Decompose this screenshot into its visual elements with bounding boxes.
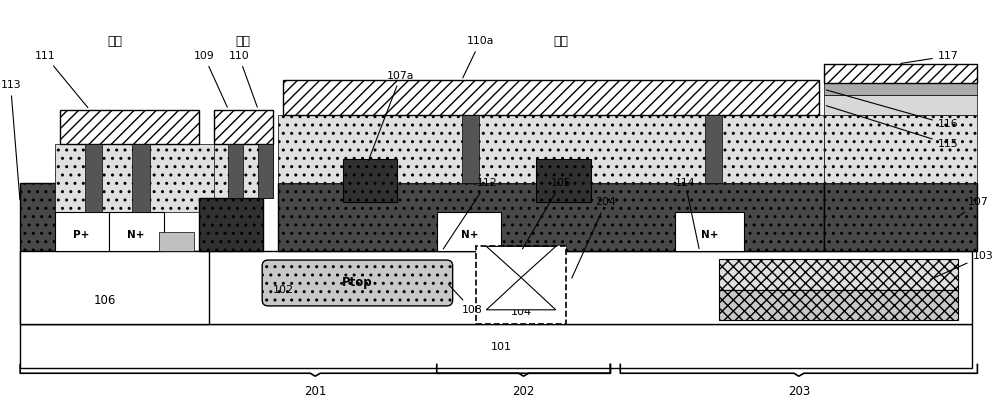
Bar (824, 83, 977, 95)
Text: 113: 113 (0, 80, 21, 200)
Text: 117: 117 (901, 51, 958, 63)
Text: 110: 110 (228, 51, 257, 107)
Bar (60, 110, 199, 144)
Text: 栌极: 栌极 (236, 35, 251, 48)
Bar (536, 158, 591, 203)
Polygon shape (486, 277, 556, 310)
Bar (55, 144, 219, 212)
Text: 204: 204 (572, 197, 616, 278)
FancyBboxPatch shape (262, 260, 453, 306)
Bar (20, 324, 972, 369)
Text: 107a: 107a (368, 71, 415, 161)
Text: 105: 105 (522, 178, 572, 249)
Bar (20, 183, 75, 251)
Bar (719, 259, 958, 290)
Text: 106: 106 (93, 294, 116, 306)
Bar (283, 81, 819, 115)
Text: N+: N+ (461, 230, 478, 240)
Bar (132, 144, 150, 212)
Bar (85, 144, 102, 212)
Text: Ptop: Ptop (342, 276, 373, 289)
Bar (55, 212, 109, 251)
Bar (199, 198, 263, 251)
Bar (462, 115, 479, 183)
Text: 102: 102 (272, 285, 294, 295)
Text: 114: 114 (675, 178, 699, 249)
Bar (278, 115, 824, 183)
Text: 109: 109 (194, 51, 227, 107)
Bar (214, 144, 273, 198)
Text: 源极: 源极 (107, 35, 122, 48)
Text: P+: P+ (73, 230, 90, 240)
Bar (109, 212, 164, 251)
Polygon shape (486, 246, 556, 277)
Text: 202: 202 (512, 385, 535, 398)
Text: 116: 116 (826, 90, 958, 130)
Text: 107: 107 (960, 197, 988, 215)
Bar (476, 246, 566, 324)
Text: 112: 112 (443, 178, 497, 249)
Bar (824, 64, 977, 83)
Bar (20, 251, 972, 324)
Text: 201: 201 (304, 385, 326, 398)
Text: 115: 115 (826, 106, 958, 149)
Text: 111: 111 (35, 51, 88, 107)
Text: N+: N+ (701, 230, 718, 240)
Bar (824, 115, 977, 183)
Text: 203: 203 (788, 385, 810, 398)
Text: 108: 108 (449, 285, 482, 315)
Text: 103: 103 (930, 251, 993, 279)
Text: 110a: 110a (463, 36, 494, 78)
Text: 101: 101 (491, 342, 512, 352)
Bar (214, 110, 273, 144)
Bar (343, 158, 397, 203)
Bar (437, 212, 501, 251)
Bar (258, 144, 273, 198)
Bar (159, 232, 194, 251)
Bar (675, 212, 744, 251)
Text: 漏极: 漏极 (553, 35, 568, 48)
Bar (824, 183, 977, 251)
Text: 104: 104 (511, 307, 532, 317)
Text: N+: N+ (127, 230, 145, 240)
Bar (278, 183, 824, 251)
Bar (824, 95, 977, 115)
Bar (719, 290, 958, 320)
Bar (20, 251, 209, 324)
Bar (705, 115, 722, 183)
Bar (228, 144, 243, 198)
